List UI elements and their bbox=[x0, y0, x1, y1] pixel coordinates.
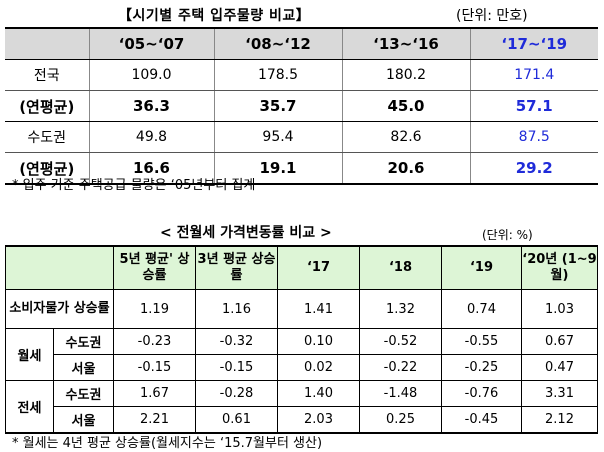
cell: 95.4 bbox=[214, 121, 343, 153]
cell: 2.21 bbox=[113, 406, 196, 434]
table-row: (연평균) 36.3 35.7 45.0 57.1 bbox=[5, 90, 598, 122]
cell: 1.40 bbox=[277, 380, 360, 407]
row-label: 서울 bbox=[53, 406, 114, 434]
row-label: 전국 bbox=[5, 59, 90, 91]
cell: 0.47 bbox=[521, 354, 598, 381]
rent-price-change-table: 5년 평균' 상승률 3년 평균 상승률 ‘17 ‘18 ‘19 ‘20년 (1… bbox=[5, 245, 598, 434]
cell: 0.25 bbox=[359, 406, 442, 434]
table-header-row: ‘05~‘07 ‘08~‘12 ‘13~‘16 ‘17~‘19 bbox=[5, 28, 598, 60]
cell: 16.6 bbox=[89, 152, 215, 184]
cell: 180.2 bbox=[342, 59, 471, 91]
cell: 109.0 bbox=[89, 59, 215, 91]
table-row: 월세 수도권 -0.23 -0.32 0.10 -0.52 -0.55 0.67 bbox=[5, 328, 598, 381]
cell: -0.15 bbox=[113, 354, 196, 381]
cell: -0.25 bbox=[441, 354, 522, 381]
table-row: 전세 수도권 1.67 -0.28 1.40 -1.48 -0.76 3.31 bbox=[5, 380, 598, 434]
table1-unit: (단위: 만호) bbox=[456, 8, 528, 24]
table-row: (연평균) 16.6 19.1 20.6 29.2 bbox=[5, 152, 598, 184]
table2-unit: (단위: %) bbox=[482, 228, 533, 242]
cell: 20.6 bbox=[342, 152, 471, 184]
table-row: 전국 109.0 178.5 180.2 171.4 bbox=[5, 59, 598, 91]
table1-footnote: * 입주 기준 주택공급 물량은 ‘05년부터 집계 bbox=[12, 178, 256, 193]
cell-highlight: 29.2 bbox=[515, 159, 553, 177]
cell: 45.0 bbox=[342, 90, 471, 122]
table2-title: < 전월세 가격변동률 비교 > bbox=[160, 225, 332, 241]
header-cell: 3년 평균 상승률 bbox=[195, 245, 278, 290]
cell: 1.67 bbox=[113, 380, 196, 407]
header-cell: ‘19 bbox=[441, 245, 522, 290]
cell-highlight: 87.5 bbox=[470, 121, 598, 153]
cell: 0.74 bbox=[441, 289, 522, 329]
cell: -0.55 bbox=[441, 328, 522, 355]
cell-highlight: 171.4 bbox=[470, 59, 598, 91]
header-cell: 5년 평균' 상승률 bbox=[113, 245, 196, 290]
cell: 178.5 bbox=[214, 59, 343, 91]
table-row: 수도권 49.8 95.4 82.6 87.5 bbox=[5, 121, 598, 153]
table1-title: 【시기별 주택 입주물량 비교】 bbox=[118, 8, 311, 24]
row-label: 서울 bbox=[53, 354, 114, 381]
table2-footnote: * 월세는 4년 평균 상승률(월세지수는 ‘15.7월부터 생산) bbox=[12, 436, 323, 451]
cell: -0.23 bbox=[113, 328, 196, 355]
cell: -0.32 bbox=[195, 328, 278, 355]
table-header-row: 5년 평균' 상승률 3년 평균 상승률 ‘17 ‘18 ‘19 ‘20년 (1… bbox=[5, 245, 598, 290]
row-label: 수도권 bbox=[5, 121, 90, 153]
cell: -0.28 bbox=[195, 380, 278, 407]
group-label: 전세 bbox=[5, 380, 54, 434]
cell: 0.02 bbox=[277, 354, 360, 381]
cell: -0.15 bbox=[195, 354, 278, 381]
cell: -0.45 bbox=[441, 406, 522, 434]
table-row: 서울 -0.15 -0.15 0.02 -0.22 -0.25 0.47 bbox=[6, 354, 598, 381]
cell: 35.7 bbox=[214, 90, 343, 122]
row-label: (연평균) bbox=[5, 90, 90, 122]
cell: 2.03 bbox=[277, 406, 360, 434]
cell: -0.22 bbox=[359, 354, 442, 381]
header-cell: ‘18 bbox=[359, 245, 442, 290]
housing-supply-table: ‘05~‘07 ‘08~‘12 ‘13~‘16 ‘17~‘19 전국 109.0… bbox=[5, 27, 598, 185]
cell: 82.6 bbox=[342, 121, 471, 153]
cell: 19.1 bbox=[214, 152, 343, 184]
cell: 36.3 bbox=[89, 90, 215, 122]
cell: 1.41 bbox=[277, 289, 360, 329]
cell: -1.48 bbox=[359, 380, 442, 407]
row-label: (연평균) bbox=[5, 152, 90, 184]
header-cell bbox=[5, 28, 90, 60]
cell: 0.61 bbox=[195, 406, 278, 434]
table-row: 서울 2.21 0.61 2.03 0.25 -0.45 2.12 bbox=[6, 406, 598, 434]
cell: 1.03 bbox=[521, 289, 598, 329]
cell: 2.12 bbox=[521, 406, 598, 434]
header-cell: ‘05~‘07 bbox=[89, 28, 215, 60]
cell: 1.16 bbox=[195, 289, 278, 329]
header-cell: ‘17 bbox=[277, 245, 360, 290]
row-label: 소비자물가 상승률 bbox=[5, 289, 114, 329]
header-cell: ‘08~‘12 bbox=[214, 28, 343, 60]
cell: 1.19 bbox=[113, 289, 196, 329]
group-label: 월세 bbox=[5, 328, 54, 381]
header-cell: ‘13~‘16 bbox=[342, 28, 471, 60]
cell: 0.67 bbox=[521, 328, 598, 355]
cell: 1.32 bbox=[359, 289, 442, 329]
row-label: 수도권 bbox=[53, 328, 114, 355]
header-cell-highlight: ‘17~‘19 bbox=[470, 28, 598, 60]
table-row: 소비자물가 상승률 1.19 1.16 1.41 1.32 0.74 1.03 bbox=[5, 289, 598, 329]
cell: 49.8 bbox=[89, 121, 215, 153]
header-corner bbox=[5, 245, 114, 290]
cell-highlight: 57.1 bbox=[470, 90, 598, 122]
cell: 3.31 bbox=[521, 380, 598, 407]
row-label: 수도권 bbox=[53, 380, 114, 407]
cell: -0.76 bbox=[441, 380, 522, 407]
cell: 0.10 bbox=[277, 328, 360, 355]
header-cell: ‘20년 (1~9월) bbox=[521, 245, 598, 290]
cell: -0.52 bbox=[359, 328, 442, 355]
